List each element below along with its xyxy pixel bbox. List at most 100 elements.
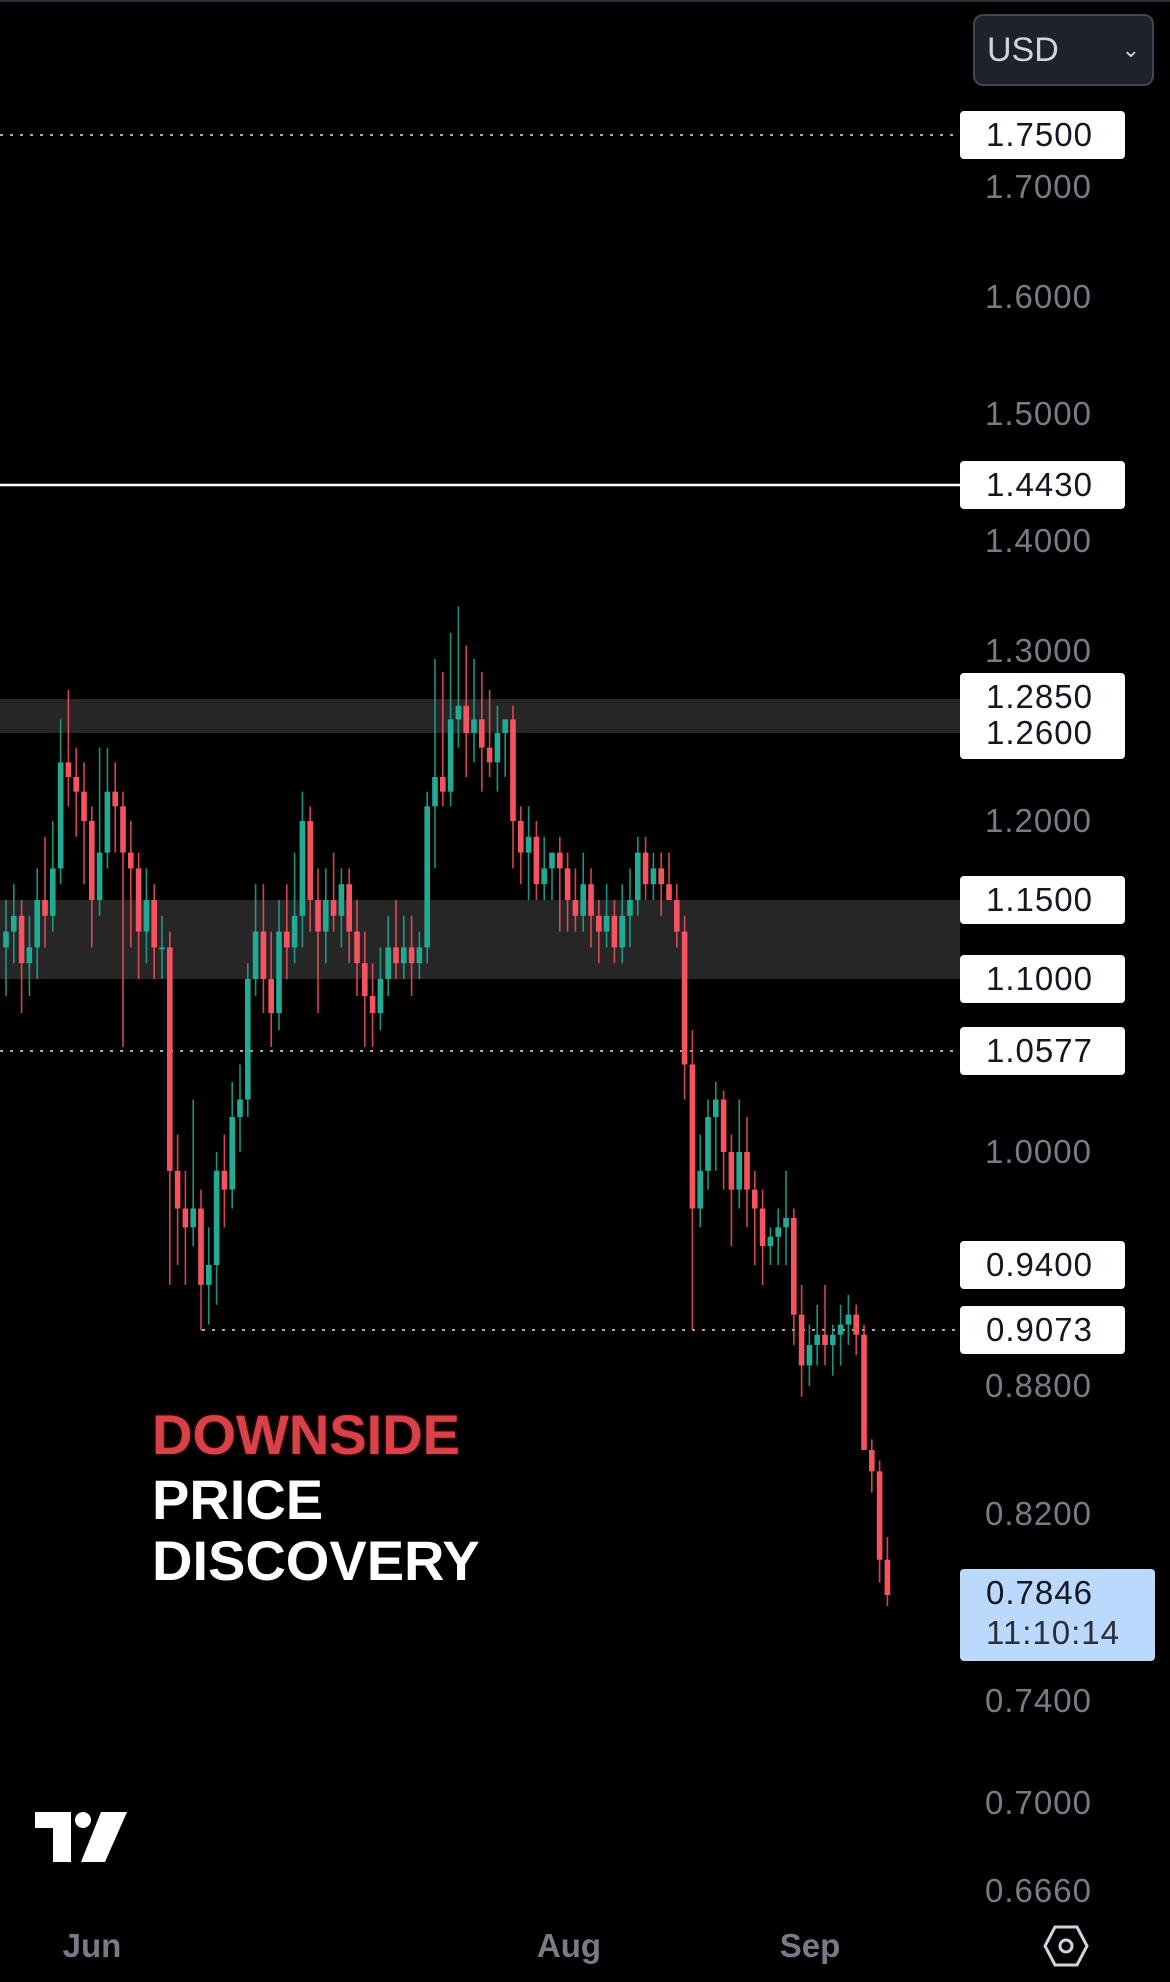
candle-body bbox=[190, 1208, 196, 1228]
candle-body bbox=[720, 1099, 727, 1152]
candle-body bbox=[666, 884, 672, 900]
candle-body bbox=[837, 1324, 844, 1335]
candle-body bbox=[658, 868, 664, 885]
candle-body bbox=[603, 915, 610, 932]
candle-body bbox=[174, 1170, 181, 1209]
candle-body bbox=[104, 791, 111, 853]
candle-body bbox=[767, 1236, 774, 1247]
candle-body bbox=[143, 900, 150, 932]
candle-body bbox=[884, 1559, 891, 1595]
candle-body bbox=[502, 719, 508, 733]
candle-body bbox=[783, 1217, 789, 1228]
current-price: 0.7846 bbox=[986, 1574, 1093, 1611]
y-tick-label: 1.4000 bbox=[985, 522, 1092, 559]
candle-body bbox=[736, 1152, 742, 1190]
candle-body bbox=[463, 705, 469, 733]
candle-body bbox=[845, 1314, 852, 1325]
candle-body bbox=[635, 852, 641, 900]
candle-body bbox=[572, 900, 579, 916]
candle-body bbox=[206, 1265, 212, 1285]
candle-body bbox=[120, 806, 126, 853]
candle-body bbox=[557, 852, 563, 869]
overlay-price: PRICE bbox=[152, 1468, 324, 1531]
candle-body bbox=[299, 821, 306, 916]
candle-body bbox=[650, 868, 657, 885]
y-tick-label: 1.6000 bbox=[985, 278, 1092, 315]
top-border bbox=[0, 0, 1170, 2]
zone-label-top: 1.2850 bbox=[986, 678, 1093, 715]
x-tick-label: Sep bbox=[779, 1927, 841, 1964]
currency-selector[interactable]: USD ⌄ bbox=[973, 14, 1154, 86]
overlay-discovery: DISCOVERY bbox=[152, 1529, 480, 1592]
candle-body bbox=[198, 1208, 204, 1285]
y-tick-label: 1.3000 bbox=[985, 632, 1092, 669]
price-axis[interactable]: 1.7500 1.4430 1.0577 0.9073 1.1500 1.1000 0.94… bbox=[960, 0, 1170, 1908]
x-tick-label: Jun bbox=[62, 1927, 122, 1964]
candle-body bbox=[362, 963, 368, 997]
candle-body bbox=[408, 947, 415, 964]
candle-body bbox=[533, 836, 540, 885]
zone-label-bottom: 1.2600 bbox=[986, 714, 1093, 751]
price-level-label: 1.1000 bbox=[960, 955, 1125, 1003]
candle-body bbox=[229, 1116, 235, 1190]
candle-body bbox=[276, 931, 282, 1014]
price-level-label: 1.4430 bbox=[960, 461, 1125, 509]
candle-body bbox=[447, 719, 454, 792]
candle-body bbox=[518, 821, 524, 853]
price-level-label: 1.0577 bbox=[960, 1027, 1125, 1075]
candle-body bbox=[151, 900, 157, 948]
candle-body bbox=[494, 733, 501, 763]
candle-body bbox=[822, 1334, 828, 1345]
candle-body bbox=[89, 821, 95, 900]
candle-body bbox=[627, 900, 633, 916]
candle-body bbox=[112, 791, 118, 807]
candle-body bbox=[3, 931, 9, 948]
candle-body bbox=[541, 868, 547, 885]
currency-label: USD bbox=[987, 30, 1059, 69]
candle-body bbox=[869, 1450, 875, 1472]
candle-body bbox=[728, 1152, 735, 1190]
candle-body bbox=[323, 900, 329, 932]
price-zone bbox=[0, 900, 960, 979]
candle-body bbox=[440, 777, 446, 792]
candle-body bbox=[432, 777, 438, 807]
candle-body bbox=[338, 884, 345, 916]
candle-body bbox=[486, 747, 493, 763]
candle-body bbox=[580, 884, 586, 916]
candle-body bbox=[705, 1116, 711, 1171]
y-tick-label: 1.2000 bbox=[985, 802, 1092, 839]
candle-body bbox=[393, 947, 399, 964]
y-tick-label: 0.7000 bbox=[985, 1784, 1092, 1821]
candle-body bbox=[135, 868, 142, 932]
candle-body bbox=[245, 979, 251, 1100]
candle-body bbox=[455, 705, 462, 720]
candle-body bbox=[806, 1344, 813, 1366]
candle-body bbox=[791, 1217, 797, 1315]
y-tick-label: 1.0000 bbox=[985, 1133, 1092, 1170]
tradingview-logo[interactable] bbox=[35, 1812, 127, 1864]
candle-body bbox=[642, 852, 649, 885]
price-level-label: 1.7500 bbox=[960, 111, 1125, 159]
candle-body bbox=[853, 1314, 859, 1335]
candle-body bbox=[564, 868, 571, 900]
candle-body bbox=[525, 836, 532, 853]
settings-icon[interactable] bbox=[1043, 1924, 1089, 1968]
candle-body bbox=[424, 806, 430, 948]
candle-body bbox=[213, 1170, 220, 1265]
y-tick-label: 0.8200 bbox=[985, 1495, 1092, 1532]
candle-body bbox=[377, 979, 384, 1014]
candle-body bbox=[689, 1064, 696, 1209]
candle-body bbox=[315, 900, 321, 932]
candle-body bbox=[611, 915, 618, 948]
candle-body bbox=[354, 931, 360, 964]
candle-body bbox=[798, 1314, 805, 1366]
candle-body bbox=[307, 821, 313, 900]
y-tick-label: 1.7000 bbox=[985, 168, 1092, 205]
candle-body bbox=[96, 852, 103, 900]
candle-body bbox=[588, 884, 594, 916]
candle-body bbox=[50, 868, 56, 916]
candle-body bbox=[252, 931, 259, 979]
candle-body bbox=[11, 915, 17, 932]
candle-body bbox=[57, 762, 64, 869]
